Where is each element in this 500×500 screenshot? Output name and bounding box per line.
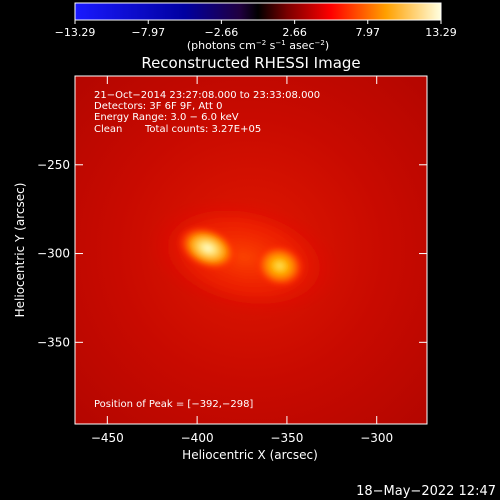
x-tick-label: −300 [360,431,393,445]
colorbar-tick-label: −2.66 [205,26,239,39]
plot-frame [74,75,428,425]
chart-title: Reconstructed RHESSI Image [141,54,360,72]
annotation-method: Clean [94,124,122,135]
y-axis-ticks: −250 −300 −350 [37,158,427,349]
x-tick-label: −350 [270,431,303,445]
x-axis-ticks: −450 −400 −350 −300 [91,76,393,445]
colorbar-ticks: −13.29 −7.97 −2.66 2.66 7.97 13.29 [55,20,457,39]
annotation-time-range: 21−Oct−2014 23:27:08.000 to 23:33:08.000 [94,90,320,101]
x-tick-label: −450 [91,431,124,445]
colorbar: −13.29 −7.97 −2.66 2.66 7.97 13.29 (photons c… [55,2,457,52]
x-tick-label: −400 [181,431,214,445]
annotation-detectors: Detectors: 3F 6F 9F, Att 0 [94,101,222,112]
y-tick-label: −350 [37,335,70,349]
hxr-source-2 [254,244,305,288]
colorbar-tick-label: 2.66 [282,26,307,39]
colorbar-gradient [74,2,442,21]
annotation-peak-position: Position of Peak = [−392,−298] [94,399,253,410]
x-axis-label: Heliocentric X (arcsec) [182,448,318,462]
colorbar-unit-label: (photons cm−2 s−1 asec−2) [187,39,329,52]
y-axis-label: Heliocentric Y (arcsec) [13,183,27,318]
colorbar-tick-label: 13.29 [425,26,457,39]
sources-layer [146,197,342,317]
colorbar-tick-label: 7.97 [355,26,380,39]
footer-timestamp: 18−May−2022 12:47 [356,484,496,499]
annotation-energy-range: Energy Range: 3.0 − 6.0 keV [94,112,239,123]
y-tick-label: −300 [37,247,70,261]
annotation-total-counts: Total counts: 3.27E+05 [144,124,261,135]
annotation-block: 21−Oct−2014 23:27:08.000 to 23:33:08.000… [94,90,320,410]
colorbar-tick-label: −7.97 [131,26,165,39]
colorbar-tick-label: −13.29 [55,26,96,39]
plot-area [75,76,427,424]
hxr-source-1 [176,224,239,272]
y-tick-label: −250 [37,158,70,172]
